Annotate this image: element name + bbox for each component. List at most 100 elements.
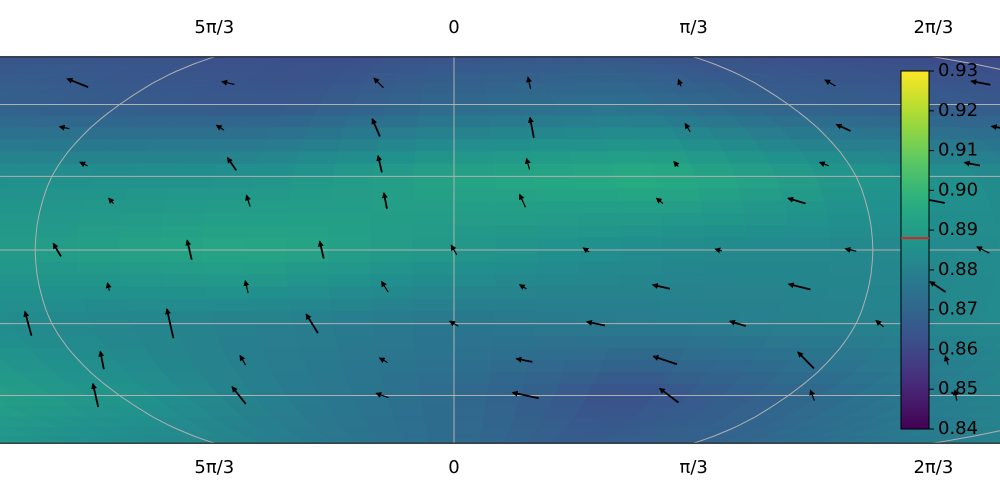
field-cell	[202, 249, 246, 263]
x-ticks-top: π4π/35π/30π/32π/3π	[194, 17, 953, 38]
vector-arrow	[448, 320, 459, 327]
field-cell	[453, 261, 497, 275]
field-cell	[746, 237, 790, 251]
vector-arrow	[818, 161, 829, 167]
field-cell	[204, 200, 249, 214]
field-cell	[513, 406, 550, 418]
field-cell	[299, 139, 342, 153]
field-cell	[221, 139, 267, 153]
field-cell	[861, 298, 907, 312]
vector-arrow	[844, 246, 857, 253]
field-cell	[520, 104, 560, 117]
field-cell	[0, 56, 9, 58]
field-cell	[46, 442, 98, 444]
field-cell	[618, 286, 662, 300]
field-cell	[417, 115, 455, 129]
vector-arrow	[585, 319, 606, 327]
field-cell	[828, 225, 873, 239]
field-cell	[249, 311, 294, 324]
field-cell	[202, 225, 246, 239]
colorbar-tick-label: 0.91	[938, 140, 978, 161]
field-cell	[698, 298, 743, 312]
field-cell	[481, 416, 515, 428]
field-cell	[651, 163, 696, 177]
field-cell	[22, 442, 76, 444]
field-cell	[837, 435, 897, 444]
field-cell	[453, 347, 493, 361]
field-cell	[322, 435, 359, 444]
field-cell	[78, 274, 123, 288]
field-cell	[313, 383, 355, 396]
field-cell	[271, 115, 315, 129]
field-cell	[787, 225, 831, 239]
field-cell	[513, 82, 550, 94]
field-cell	[766, 56, 814, 58]
field-cell	[310, 442, 344, 444]
field-cell	[981, 56, 1000, 65]
field-cell	[412, 311, 455, 324]
vector-arrow	[990, 124, 1000, 131]
field-cell	[997, 237, 1000, 251]
field-cell	[405, 56, 433, 58]
field-cell	[252, 163, 297, 177]
field-cell	[741, 200, 787, 214]
field-cell	[374, 335, 416, 349]
field-cell	[899, 442, 958, 444]
field-cell	[698, 188, 743, 202]
field-cell	[453, 323, 495, 337]
field-cell	[593, 115, 637, 129]
field-cell	[160, 261, 205, 275]
field-cell	[412, 176, 455, 189]
field-cell	[789, 435, 845, 444]
field-cell	[310, 56, 344, 58]
field-cell	[0, 261, 38, 275]
x-tick-label-bottom: 2π/3	[913, 457, 953, 478]
field-cell	[78, 212, 123, 226]
field-cell	[326, 406, 365, 418]
field-cell	[616, 298, 661, 312]
field-cell	[542, 442, 575, 444]
field-cell	[216, 335, 262, 349]
field-cell	[501, 435, 533, 444]
field-cell	[788, 237, 832, 251]
field-cell	[723, 335, 771, 349]
field-cell	[383, 104, 421, 117]
field-cell	[333, 323, 376, 337]
field-cell	[45, 176, 93, 189]
field-cell	[262, 442, 299, 444]
field-cell	[453, 56, 479, 58]
x-tick-label-bottom: 0	[448, 457, 459, 478]
field-cell	[389, 82, 425, 94]
field-cell	[202, 237, 246, 251]
field-cell	[330, 188, 373, 202]
field-cell	[412, 188, 455, 202]
field-cell	[370, 212, 413, 226]
field-cell	[203, 274, 247, 288]
field-cell	[453, 82, 487, 94]
field-cell	[662, 249, 706, 263]
field-cell	[376, 347, 417, 361]
field-cell	[978, 139, 1000, 153]
field-cell	[678, 139, 725, 153]
vector-arrow	[714, 247, 723, 254]
field-cell	[0, 200, 43, 214]
field-cell	[118, 56, 165, 58]
field-cell	[572, 435, 612, 444]
field-cell	[386, 93, 423, 105]
field-cell	[523, 371, 564, 385]
field-cell	[746, 249, 790, 263]
field-cell	[378, 360, 418, 373]
vector-arrow	[215, 124, 225, 131]
field-cell	[397, 63, 429, 74]
field-cell	[326, 82, 365, 94]
field-cell	[453, 416, 485, 428]
vector-arrow	[376, 154, 383, 173]
field-cell	[370, 225, 413, 239]
field-cell	[779, 188, 825, 202]
field-cell	[119, 225, 163, 239]
field-cell	[988, 56, 1000, 58]
field-cell	[530, 335, 573, 349]
field-cell	[80, 286, 126, 300]
field-cell	[383, 383, 421, 396]
field-cell	[0, 56, 31, 58]
